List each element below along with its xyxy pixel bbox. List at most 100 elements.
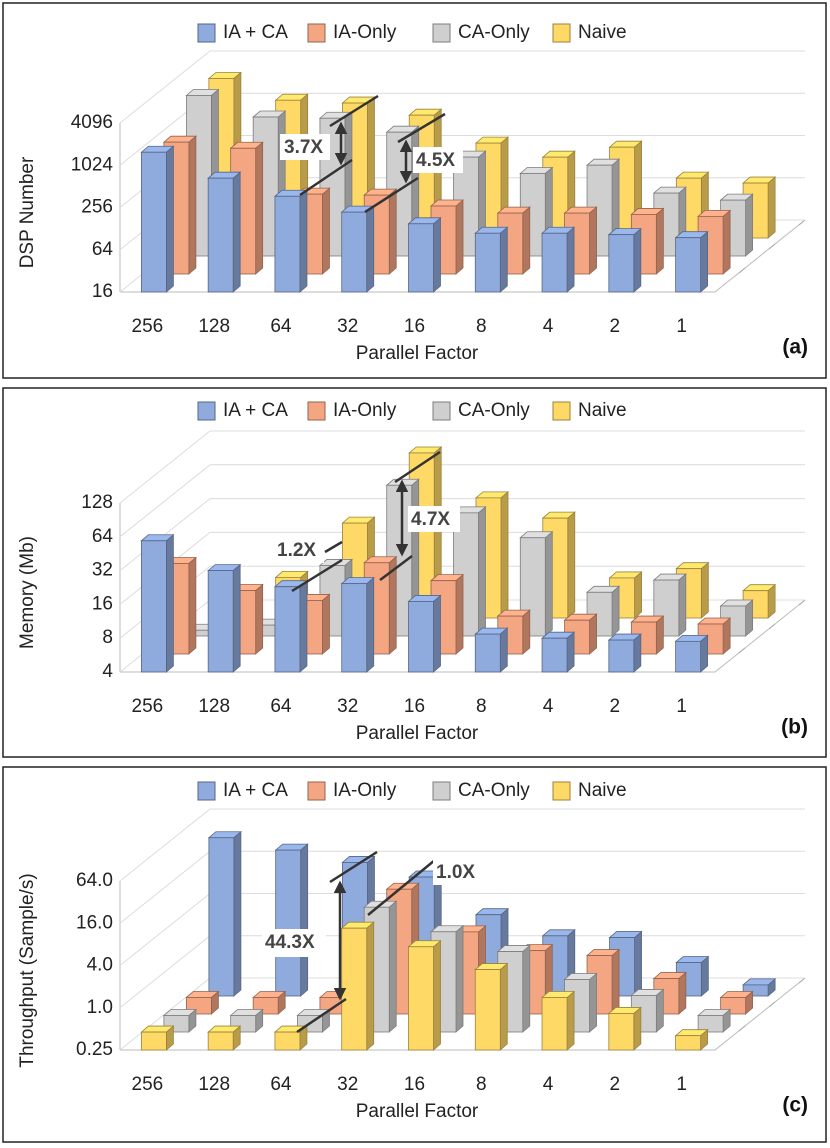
depth-tick [768,1001,776,1008]
bar-side [544,530,553,637]
label-box [262,929,326,957]
y-tick-label: 4 [102,661,113,682]
bar-front [474,969,501,1051]
annotation: 4.7X [411,509,450,530]
depth-tick [798,977,806,984]
bar [540,631,576,673]
bar-front [207,1031,234,1051]
bar-side [700,561,709,619]
bar [274,843,309,997]
bar-side [455,199,464,275]
x-tick-label: 128 [198,696,230,717]
bar-side [232,563,241,673]
bar [607,633,642,673]
bar-side [165,533,174,673]
label-box [433,859,483,885]
bar-side [188,135,197,275]
legend-label: CA-Only [458,22,530,43]
y-tick-label: 4096 [71,112,113,133]
label-box [408,506,460,532]
y-tick-label: 64.0 [76,870,113,891]
bar [563,206,598,275]
bar-side [299,189,308,293]
bar-side [678,573,687,637]
y-axis-title: Memory (Mb) [17,536,38,649]
x-tick-label: 2 [610,696,621,717]
depth-tick [798,219,806,226]
y-tick-label: 128 [81,492,113,513]
bar-side [633,633,642,673]
legend-swatch [197,401,216,421]
depth-tick [768,623,776,630]
annotations: 3.7X 4.5X 1.2X 4.7X 44.3X 1.0X [262,94,483,1034]
legend-swatch [552,401,571,421]
bar [407,939,442,1051]
bar-side [745,193,754,257]
y-tick-label: 16.0 [76,912,113,933]
bar [229,141,264,275]
y-tick-label: 64 [92,526,114,547]
bar [652,186,687,257]
bar [540,990,576,1051]
depth-tick [738,1025,746,1032]
bar [719,193,754,257]
bar [273,579,309,673]
legend-label: IA-Only [333,22,397,43]
chart-panel: 0.25 1.0 4.0 16.0 64.0 256 128 64 32 16 8 4 2 1 Parall… [17,780,808,1122]
bar [407,594,442,673]
bar-front [140,151,167,293]
bar-side [388,900,397,1033]
bar-side [499,962,508,1051]
bar [407,216,442,293]
bar-front [275,849,302,997]
y-tick-label: 1.0 [87,997,113,1018]
y-tick-label: 16 [92,281,113,302]
bar [607,227,642,293]
bar [140,1025,175,1051]
bar-front [541,637,568,673]
bar [140,145,175,293]
x-tick-label: 256 [132,316,164,337]
bar-front [675,237,702,293]
x-tick-label: 256 [132,1074,164,1095]
bar-side [499,226,508,293]
bar-front [541,997,568,1051]
bar [607,1006,642,1051]
legend-swatch [432,23,451,43]
bar [630,207,665,275]
bar-side [589,972,597,1033]
bracket-line [394,450,441,484]
bar-side [255,141,264,275]
x-tick-label: 1 [676,316,687,337]
bar [608,571,643,619]
bar [340,921,375,1051]
bar-front [608,1013,635,1051]
bar-side [366,576,375,673]
bracket-line [397,112,446,144]
legend-swatch [307,401,326,421]
depth-tick [798,599,806,606]
panel-label: (b) [781,716,808,739]
bar-side [633,1006,642,1051]
legend-swatch [552,781,571,801]
bar-front [341,211,368,293]
bar-front [697,1015,724,1033]
x-tick-label: 8 [476,696,487,717]
legend-label: CA-Only [458,400,530,421]
bar-front [608,234,635,293]
bar [340,576,375,673]
x-tick-label: 4 [543,1074,554,1095]
legend-swatch [197,781,216,801]
x-axis-title: Parallel Factor [356,723,479,744]
bracket-line [379,555,413,581]
bracket-line [367,859,436,916]
x-tick-label: 4 [543,696,554,717]
bar-side [455,573,464,655]
y-tick-label: 4.0 [87,955,113,976]
bar-side [188,556,197,655]
x-tick-label: 128 [198,316,230,337]
bracket-line [324,540,343,554]
grid-line [119,464,805,538]
